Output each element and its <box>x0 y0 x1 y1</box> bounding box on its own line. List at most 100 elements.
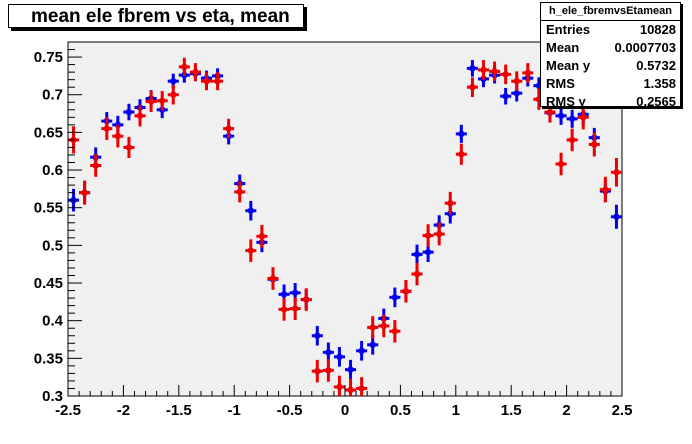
data-point <box>189 63 201 82</box>
data-point <box>466 77 478 97</box>
data-point <box>400 280 412 303</box>
data-point <box>167 84 179 105</box>
stats-key: RMS y <box>546 94 586 109</box>
point-marker <box>503 71 509 77</box>
data-point <box>101 117 113 140</box>
stats-box: h_ele_fbremvsEtamean Entries 10828 Mean … <box>540 2 681 109</box>
point-marker <box>281 291 287 297</box>
y-tick-label: 0.65 <box>34 124 63 141</box>
data-point <box>79 180 91 205</box>
stats-row-mean: Mean 0.0007703 <box>541 39 680 57</box>
stats-row-rms: RMS 1.358 <box>541 75 680 93</box>
point-marker <box>425 249 431 255</box>
point-marker <box>447 200 453 206</box>
data-point <box>345 378 357 396</box>
stats-key: Entries <box>546 22 591 37</box>
point-marker <box>115 122 121 128</box>
title-box: mean ele fbrem vs eta, mean <box>8 4 304 28</box>
data-point <box>289 297 301 320</box>
x-tick-label: -2 <box>117 402 130 419</box>
data-point <box>511 71 523 91</box>
point-marker <box>536 83 542 89</box>
point-marker <box>492 68 498 74</box>
data-point <box>178 57 190 76</box>
point-marker <box>525 70 531 76</box>
point-marker <box>481 67 486 73</box>
chart-title: mean ele fbrem vs eta, mean <box>31 6 290 27</box>
data-point <box>522 63 534 83</box>
stats-value: 0.2565 <box>636 94 676 109</box>
data-point <box>234 181 246 203</box>
data-point <box>466 60 478 77</box>
point-marker <box>370 342 376 348</box>
data-point <box>123 103 135 121</box>
x-tick-label: -2.5 <box>55 402 81 419</box>
stats-key: Mean <box>546 40 580 55</box>
point-marker <box>425 233 431 239</box>
stats-histogram-name: h_ele_fbremvsEtamean <box>541 3 680 21</box>
point-marker <box>215 78 221 84</box>
data-point <box>245 200 257 221</box>
data-point <box>455 124 467 143</box>
point-marker <box>170 92 176 98</box>
point-marker <box>370 324 376 330</box>
data-point <box>455 143 467 165</box>
y-tick-label: 0.35 <box>34 350 63 367</box>
data-point <box>333 347 345 367</box>
data-point <box>145 90 157 113</box>
point-marker <box>248 208 254 214</box>
data-point <box>212 72 224 91</box>
point-marker <box>503 93 509 99</box>
data-point <box>278 298 290 321</box>
point-marker <box>414 251 420 257</box>
point-marker <box>336 384 342 390</box>
point-marker <box>514 78 520 84</box>
point-marker <box>547 109 553 115</box>
point-marker <box>591 141 597 147</box>
x-tick-label: 1 <box>452 402 460 419</box>
point-marker <box>159 98 165 104</box>
data-point <box>267 267 279 290</box>
data-point <box>599 176 611 203</box>
stats-key: RMS <box>546 76 575 91</box>
y-tick-label: 0.6 <box>42 162 63 179</box>
point-marker <box>558 161 564 167</box>
point-marker <box>204 78 209 84</box>
data-point <box>333 375 345 396</box>
point-marker <box>469 65 475 71</box>
x-tick-label: -1.5 <box>166 402 192 419</box>
x-tick-label: -0.5 <box>277 402 303 419</box>
point-marker <box>93 163 99 169</box>
point-marker <box>359 348 365 354</box>
data-point <box>566 128 578 152</box>
point-marker <box>602 187 608 193</box>
data-point <box>311 325 323 346</box>
point-marker <box>126 144 132 150</box>
stats-value: 0.0007703 <box>614 40 676 55</box>
point-marker <box>569 116 575 122</box>
data-point <box>300 288 312 311</box>
data-point <box>411 244 423 265</box>
point-marker <box>403 288 409 294</box>
y-tick-label: 0.45 <box>34 275 63 292</box>
data-point <box>489 61 501 82</box>
point-marker <box>292 306 298 312</box>
x-tick-label: 0.5 <box>390 402 411 419</box>
point-marker <box>104 126 110 132</box>
point-marker <box>270 276 276 282</box>
data-point <box>389 287 401 308</box>
point-marker <box>181 64 187 70</box>
data-point <box>610 157 622 187</box>
point-marker <box>314 333 320 339</box>
data-point <box>500 64 512 85</box>
data-point <box>378 314 390 338</box>
stats-row-rms-y: RMS y 0.2565 <box>541 93 680 111</box>
stats-key: Mean y <box>546 58 591 73</box>
point-marker <box>248 248 254 254</box>
data-point <box>356 377 368 396</box>
data-point <box>500 87 512 105</box>
data-point <box>566 109 578 128</box>
point-marker <box>259 233 265 239</box>
point-marker <box>514 90 520 96</box>
point-marker <box>137 113 143 119</box>
